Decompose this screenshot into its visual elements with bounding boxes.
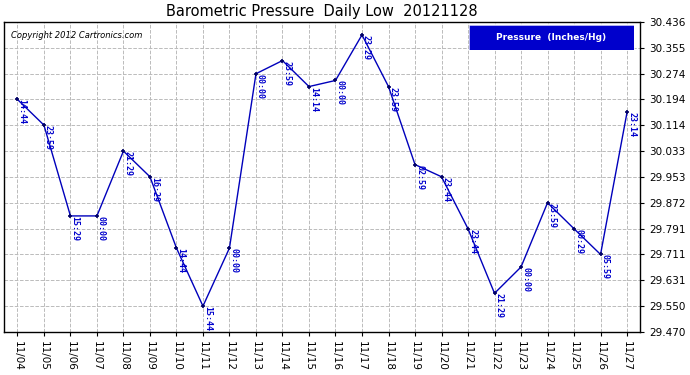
Text: 23:59: 23:59 [282, 61, 291, 86]
Text: 00:00: 00:00 [256, 74, 265, 99]
Text: 05:59: 05:59 [600, 255, 609, 279]
Point [118, 148, 129, 154]
Point [569, 226, 580, 232]
Point [542, 200, 553, 206]
Point [489, 290, 500, 296]
Text: 21:29: 21:29 [124, 151, 132, 176]
Text: 23:44: 23:44 [442, 177, 451, 202]
Text: 21:29: 21:29 [495, 293, 504, 318]
Point [91, 213, 102, 219]
Text: Copyright 2012 Cartronics.com: Copyright 2012 Cartronics.com [10, 31, 142, 40]
Point [436, 174, 447, 180]
Point [39, 122, 50, 128]
Text: 00:00: 00:00 [521, 267, 530, 292]
Text: 00:29: 00:29 [574, 229, 583, 254]
Point [277, 58, 288, 64]
Text: 23:14: 23:14 [627, 112, 636, 137]
Text: 14:14: 14:14 [309, 87, 318, 112]
Text: 23:44: 23:44 [468, 229, 477, 254]
Point [171, 245, 182, 251]
Point [409, 162, 420, 168]
Point [304, 84, 315, 90]
Title: Barometric Pressure  Daily Low  20121128: Barometric Pressure Daily Low 20121128 [166, 4, 478, 19]
Text: 00:00: 00:00 [230, 248, 239, 273]
Text: 23:59: 23:59 [44, 125, 53, 150]
Text: 23:29: 23:29 [362, 35, 371, 60]
Text: 00:00: 00:00 [97, 216, 106, 241]
Text: 23:59: 23:59 [388, 87, 397, 112]
Text: 00:00: 00:00 [335, 81, 344, 105]
Point [383, 84, 394, 90]
Point [515, 264, 526, 270]
Text: 15:29: 15:29 [70, 216, 79, 241]
Text: 02:59: 02:59 [415, 165, 424, 190]
Point [12, 96, 23, 102]
Point [65, 213, 76, 219]
Point [250, 71, 262, 77]
Text: 16:29: 16:29 [150, 177, 159, 202]
Text: 14:44: 14:44 [17, 99, 26, 124]
Text: 23:59: 23:59 [548, 203, 557, 228]
Point [330, 78, 341, 84]
Text: 15:44: 15:44 [203, 306, 212, 331]
Text: 14:44: 14:44 [177, 248, 186, 273]
Point [224, 245, 235, 251]
Point [462, 226, 473, 232]
Point [595, 252, 606, 258]
Point [357, 32, 368, 38]
Point [144, 174, 155, 180]
Point [197, 303, 208, 309]
Point [622, 109, 633, 115]
